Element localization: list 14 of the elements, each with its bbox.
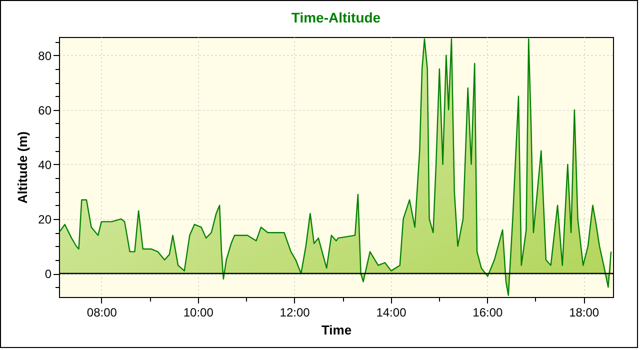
x-axis-title: Time bbox=[321, 322, 352, 338]
x-tick-label: 10:00 bbox=[183, 306, 214, 320]
y-axis-title: Altitude (m) bbox=[15, 131, 30, 204]
x-tick-label: 16:00 bbox=[472, 306, 503, 320]
chart-title: Time-Altitude bbox=[291, 10, 381, 26]
x-tick-label: 12:00 bbox=[280, 306, 310, 320]
x-tick-label: 18:00 bbox=[569, 306, 600, 320]
y-tick-label: 20 bbox=[38, 212, 52, 226]
y-tick-label: 0 bbox=[44, 267, 52, 282]
y-tick-label: 60 bbox=[38, 103, 52, 118]
y-tick-label: 40 bbox=[38, 158, 52, 172]
x-tick-label: 08:00 bbox=[86, 306, 118, 320]
x-tick-label: 14:00 bbox=[376, 306, 407, 320]
y-tick-label: 80 bbox=[38, 48, 52, 63]
